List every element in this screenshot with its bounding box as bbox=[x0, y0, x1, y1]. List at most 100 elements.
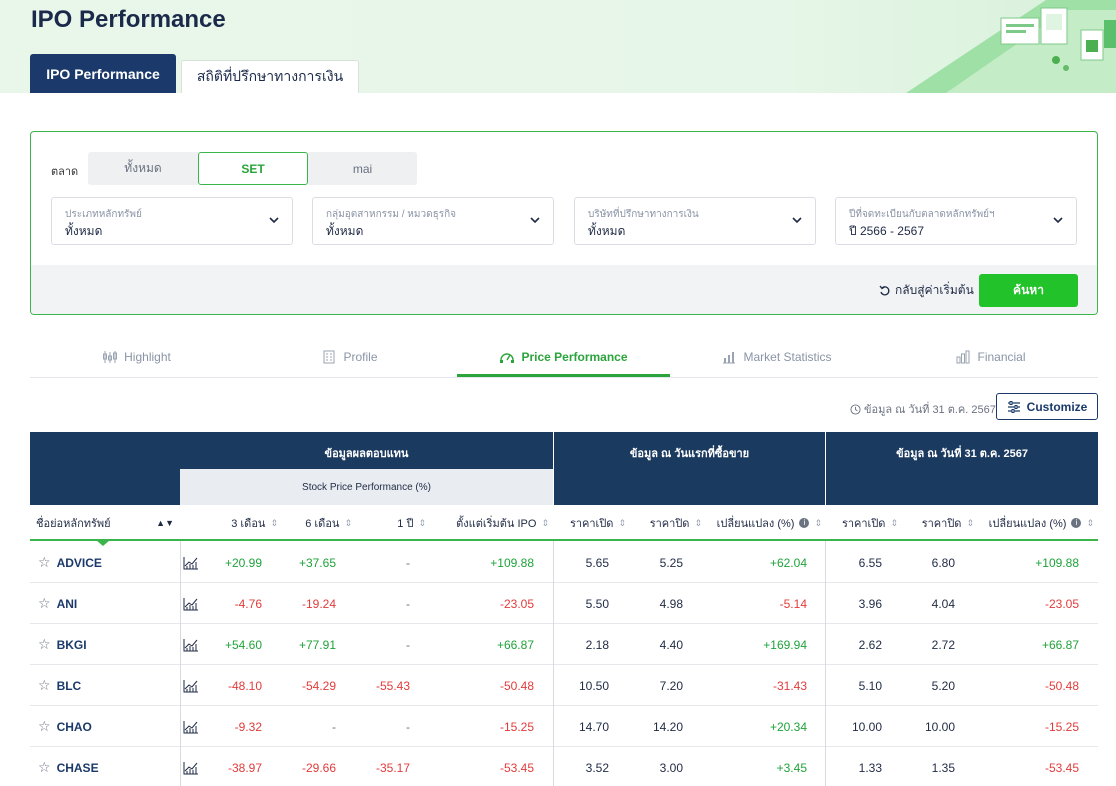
table-row[interactable]: ☆ BLC -48.10 -54.29 -55.43 -50.48 10.50 7.20 -31… bbox=[30, 665, 1098, 706]
financial-advisor-dropdown[interactable]: บริษัทที่ปรึกษาทางการเงิน ทั้งหมด bbox=[574, 197, 816, 245]
cell-close2: 10.00 bbox=[924, 719, 955, 734]
price-chart-icon[interactable] bbox=[180, 583, 202, 624]
cell-m6: +37.65 bbox=[298, 555, 336, 570]
tab-label: Financial bbox=[977, 350, 1026, 364]
column-header-first-change[interactable]: เปลี่ยนแปลง (%) i ⇕ bbox=[702, 505, 822, 541]
symbol-link[interactable]: CHASE bbox=[56, 760, 99, 775]
dropdown-label: ประเภทหลักทรัพย์ bbox=[65, 209, 142, 220]
filter-footer bbox=[31, 265, 1097, 314]
cell-m6: +77.91 bbox=[298, 637, 336, 652]
symbol-cell[interactable]: ☆ CHASE bbox=[30, 747, 180, 786]
column-header-row: ชื่อย่อหลักทรัพย์ ▲▼ 3 เดือน ⇕ 6 เดือน ⇕ 1 … bbox=[30, 505, 1098, 541]
price-chart-icon[interactable] bbox=[180, 706, 202, 747]
dropdown-label: กลุ่มอุตสาหกรรม / หมวดธุรกิจ bbox=[326, 209, 456, 220]
column-header-first-close[interactable]: ราคาปิด ⇕ bbox=[626, 505, 702, 541]
cell-y1: - bbox=[406, 596, 410, 611]
sort-icon: ⇕ bbox=[270, 517, 278, 528]
industry-dropdown[interactable]: กลุ่มอุตสาหกรรม / หมวดธุรกิจ ทั้งหมด bbox=[312, 197, 554, 245]
returns-group-title: ข้อมูลผลตอบแทน bbox=[324, 448, 409, 460]
info-icon[interactable]: i bbox=[799, 518, 810, 528]
column-header-6m[interactable]: 6 เดือน ⇕ bbox=[278, 505, 352, 541]
symbol-cell[interactable]: ☆ ANI bbox=[30, 583, 180, 624]
symbol-link[interactable]: CHAO bbox=[56, 719, 92, 734]
symbol-link[interactable]: BKGI bbox=[56, 637, 87, 652]
favorite-star-icon[interactable]: ☆ bbox=[38, 595, 51, 611]
column-label: 1 ปี bbox=[397, 518, 414, 530]
price-chart-icon[interactable] bbox=[180, 747, 202, 786]
symbol-cell[interactable]: ☆ CHAO bbox=[30, 706, 180, 747]
cell-chg2: +66.87 bbox=[1041, 637, 1079, 652]
tab-financial[interactable]: Financial bbox=[883, 336, 1098, 378]
favorite-star-icon[interactable]: ☆ bbox=[38, 554, 51, 570]
reset-label: กลับสู่ค่าเริ่มต้น bbox=[895, 283, 974, 297]
sliders-icon bbox=[1007, 400, 1020, 413]
column-header-1y[interactable]: 1 ปี ⇕ bbox=[352, 505, 426, 541]
tab-label: Price Performance bbox=[521, 350, 628, 364]
column-header-asof-change[interactable]: เปลี่ยนแปลง (%) i ⇕ bbox=[974, 505, 1094, 541]
price-chart-icon[interactable] bbox=[180, 542, 202, 583]
security-type-dropdown[interactable]: ประเภทหลักทรัพย์ ทั้งหมด bbox=[51, 197, 293, 245]
market-option-all[interactable]: ทั้งหมด bbox=[88, 152, 198, 185]
cell-chg2: -23.05 bbox=[1044, 596, 1079, 611]
market-option-mai[interactable]: mai bbox=[308, 152, 417, 185]
favorite-star-icon[interactable]: ☆ bbox=[38, 636, 51, 652]
column-label: เปลี่ยนแปลง (%) bbox=[716, 518, 795, 530]
cell-y1: - bbox=[406, 555, 410, 570]
listing-year-dropdown[interactable]: ปีที่จดทะเบียนกับตลาดหลักทรัพย์ฯ ปี 2566… bbox=[835, 197, 1077, 245]
table-row[interactable]: ☆ CHASE -38.97 -29.66 -35.17 -53.45 3.52 3.00 +3… bbox=[30, 747, 1098, 786]
tab-price-performance[interactable]: Price Performance bbox=[457, 336, 670, 378]
column-header-asof-open[interactable]: ราคาเปิด ⇕ bbox=[826, 505, 898, 541]
table-row[interactable]: ☆ CHAO -9.32 - - -15.25 14.70 14.20 +20.34 10.00 1… bbox=[30, 706, 1098, 747]
column-header-symbol[interactable]: ชื่อย่อหลักทรัพย์ ▲▼ bbox=[30, 505, 180, 541]
column-header-asof-close[interactable]: ราคาปิด ⇕ bbox=[898, 505, 974, 541]
tab-ipo-performance[interactable]: IPO Performance bbox=[30, 54, 176, 93]
as-of-text: ข้อมูล ณ วันที่ 31 ต.ค. 2567 bbox=[864, 404, 996, 416]
cell-open1: 2.18 bbox=[585, 637, 609, 652]
column-header-since-ipo[interactable]: ตั้งแต่เริ่มต้น IPO ⇕ bbox=[426, 505, 549, 541]
tab-label: Profile bbox=[343, 350, 378, 364]
sort-indicator bbox=[96, 540, 110, 546]
cell-m6: - bbox=[332, 719, 336, 734]
cell-close2: 5.20 bbox=[931, 678, 955, 693]
table-row[interactable]: ☆ ADVICE +20.99 +37.65 - +109.88 5.65 5.25 +62.0… bbox=[30, 542, 1098, 583]
column-header-first-open[interactable]: ราคาเปิด ⇕ bbox=[554, 505, 626, 541]
info-icon[interactable]: i bbox=[1071, 518, 1082, 528]
cell-close1: 4.40 bbox=[659, 637, 683, 652]
sort-icon: ⇕ bbox=[418, 517, 426, 528]
first-day-group-title: ข้อมูล ณ วันแรกที่ซื้อขาย bbox=[629, 448, 750, 460]
cell-close2: 6.80 bbox=[931, 555, 955, 570]
symbol-link[interactable]: BLC bbox=[56, 678, 82, 693]
favorite-star-icon[interactable]: ☆ bbox=[38, 718, 51, 734]
sort-icon: ⇕ bbox=[814, 517, 822, 528]
reset-icon bbox=[879, 285, 890, 295]
tab-highlight[interactable]: Highlight bbox=[30, 336, 243, 378]
column-label: 3 เดือน bbox=[231, 518, 266, 530]
table-row[interactable]: ☆ BKGI +54.60 +77.91 - +66.87 2.18 4.40 +169.94 2… bbox=[30, 624, 1098, 665]
cell-chg1: -5.14 bbox=[779, 596, 807, 611]
favorite-star-icon[interactable]: ☆ bbox=[38, 759, 51, 775]
dropdown-value: ปี 2566 - 2567 bbox=[849, 224, 925, 238]
customize-button[interactable]: Customize bbox=[996, 393, 1098, 420]
symbol-cell[interactable]: ☆ ADVICE bbox=[30, 542, 180, 583]
cell-close2: 1.35 bbox=[931, 760, 955, 775]
price-chart-icon[interactable] bbox=[180, 624, 202, 665]
symbol-link[interactable]: ADVICE bbox=[56, 555, 102, 570]
favorite-star-icon[interactable]: ☆ bbox=[38, 677, 51, 693]
symbol-link[interactable]: ANI bbox=[56, 596, 78, 611]
search-button[interactable]: ค้นหา bbox=[979, 274, 1078, 307]
reset-button[interactable]: กลับสู่ค่าเริ่มต้น bbox=[879, 281, 974, 300]
cell-chg1: +3.45 bbox=[776, 760, 807, 775]
price-chart-icon[interactable] bbox=[180, 665, 202, 706]
dropdown-value: ทั้งหมด bbox=[65, 224, 103, 238]
cell-open2: 10.00 bbox=[851, 719, 882, 734]
candlestick-icon bbox=[103, 351, 118, 363]
symbol-cell[interactable]: ☆ BLC bbox=[30, 665, 180, 706]
symbol-cell[interactable]: ☆ BKGI bbox=[30, 624, 180, 665]
market-option-set[interactable]: SET bbox=[198, 152, 308, 185]
tab-profile[interactable]: Profile bbox=[243, 336, 456, 378]
tab-financial-advisor-stats[interactable]: สถิติที่ปรึกษาทางการเงิน bbox=[181, 60, 359, 93]
column-divider bbox=[825, 541, 826, 786]
tab-market-statistics[interactable]: Market Statistics bbox=[670, 336, 883, 378]
table-row[interactable]: ☆ ANI -4.76 -19.24 - -23.05 5.50 4.98 -5.14 3.96 4… bbox=[30, 583, 1098, 624]
column-header-3m[interactable]: 3 เดือน ⇕ bbox=[202, 505, 278, 541]
